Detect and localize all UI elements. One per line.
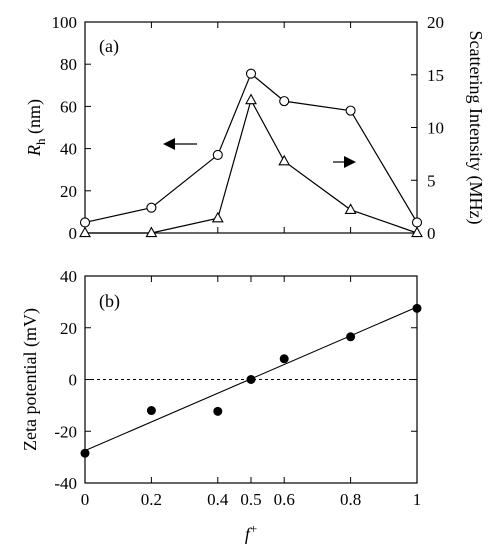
panel-b-data-point [279,354,289,364]
panel-b-x-axis-label: f+ [245,521,257,544]
panel-a-zeta-size-chart: 0 20 40 60 80 100 0 5 10 15 20 Rh (nm) Scattering In… [24,13,486,243]
panel-b-x-tick-label: 0 [81,490,90,509]
panel-b-y-tick-label: 40 [60,267,77,286]
panel-a-label: (a) [99,36,119,57]
panel-b-x-tick-label: 1 [413,490,422,509]
panel-a-left-y-tick-label: 60 [60,97,77,116]
panel-b-data-point [346,332,356,342]
panel-a-series-2-point [278,154,291,166]
panel-b-data-point [412,303,422,313]
panel-a-left-y-tick-label: 0 [69,224,78,243]
panel-b-data-point [246,375,256,384]
panel-b-x-tick-label: 0.6 [274,490,295,509]
panel-a-left-y-tick-label: 20 [60,182,77,201]
panel-b-zeta-potential-chart: 0 0.2 0.4 0.5 0.6 0.8 1 -40 -20 0 20 40 Zeta potenti… [20,267,422,544]
panel-a-series-1-point [146,202,157,213]
panel-a-series-1-point [411,217,423,228]
panel-b-y-tick-label: -40 [54,474,77,493]
panel-a-left-y-tick-label: 100 [52,13,78,32]
panel-a-series-2-point [411,226,423,238]
panel-a-series-2-point [145,226,158,238]
panel-a-series-1-point [212,149,223,160]
panel-a-right-y-tick-label: 15 [427,66,444,85]
panel-b-y-axis-label: Zeta potential (mV) [20,308,41,451]
panel-a-right-y-tick-label: 10 [427,119,444,138]
panel-a-series-1-point [79,217,91,228]
panel-a-left-y-tick-label: 40 [60,140,77,159]
right-arrow-icon [344,156,356,168]
panel-a-series-1-point [279,96,290,107]
panel-b-x-tick-label: 0.2 [141,490,162,509]
panel-b-data-point [80,448,90,458]
panel-a-series-2-point [79,226,91,238]
panel-a-left-y-axis-label: Rh (nm) [24,99,48,157]
panel-a-series-2-point [344,203,357,214]
panel-a-right-y-tick-label: 20 [427,13,444,32]
panel-b-x-tick-label: 0.5 [240,490,261,509]
panel-a-frame [84,21,418,234]
panel-a-series-1-point [245,68,257,79]
panel-a-right-y-tick-label: 5 [427,171,436,190]
panel-b-label: (b) [99,291,120,312]
panel-b-data-point [146,406,156,416]
panel-a-right-y-axis-label: Scattering Intensity (MHz) [465,31,486,225]
panel-b-data-point [213,406,223,416]
panel-b-y-tick-label: -20 [54,422,77,441]
panel-a-series-2-point [211,211,224,223]
panel-b-x-tick-label: 0.8 [340,490,361,509]
panel-b-y-tick-label: 0 [69,371,78,390]
panel-a-series-2-point [245,93,257,105]
panel-a-left-y-tick-label: 80 [60,55,77,74]
panel-a-right-y-tick-label: 0 [427,224,436,243]
left-arrow-icon [163,138,175,150]
panel-a-series-2-line [85,98,418,234]
panel-b-x-tick-label: 0.4 [207,490,229,509]
panel-b-y-tick-label: 20 [60,319,77,338]
panel-a-series-1-point [345,105,356,116]
